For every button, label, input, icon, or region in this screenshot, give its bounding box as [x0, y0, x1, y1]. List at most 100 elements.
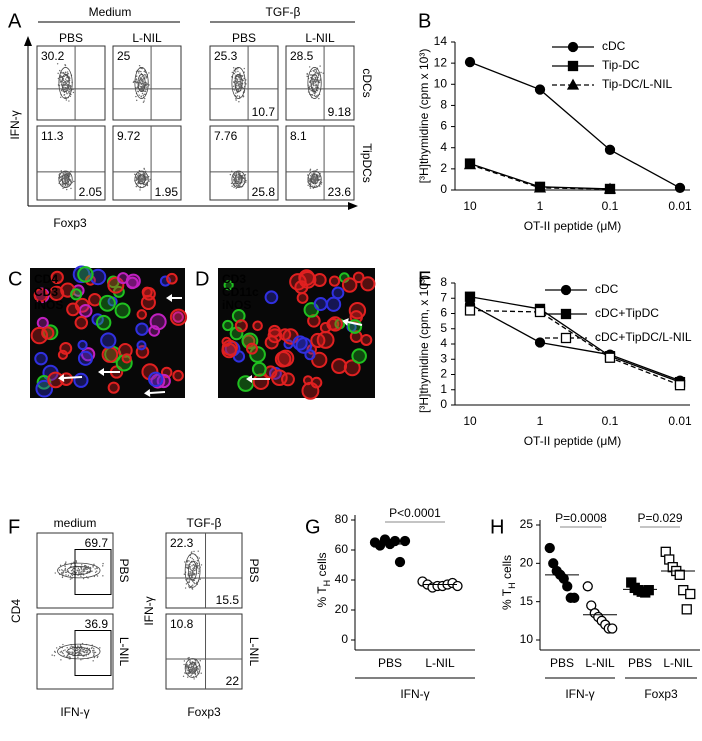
event-dot	[310, 90, 312, 92]
cell	[289, 273, 307, 291]
event-dot	[235, 184, 238, 187]
group-title: Medium	[89, 5, 132, 19]
event-dot	[191, 588, 194, 590]
arrowhead	[246, 375, 252, 383]
y-tick-label: 2	[440, 161, 447, 175]
event-dot	[65, 99, 68, 101]
event-dot	[188, 586, 191, 589]
event-dot	[238, 81, 240, 83]
event-dot	[188, 581, 190, 584]
event-dot	[71, 645, 73, 647]
quadrant-percent: 9.72	[117, 129, 141, 143]
event-dot	[235, 180, 238, 182]
cell	[328, 275, 341, 287]
event-dot	[238, 96, 241, 99]
event-dot	[311, 176, 314, 178]
event-dot	[77, 574, 79, 577]
event-dot	[66, 86, 69, 89]
event-dot	[243, 67, 245, 70]
event-dot	[65, 175, 67, 177]
event-dot	[92, 566, 94, 568]
event-dot	[313, 80, 315, 83]
event-dot	[139, 175, 141, 178]
event-dot	[149, 178, 151, 181]
event-dot	[96, 656, 99, 659]
event-dot	[190, 664, 192, 666]
event-dot	[192, 668, 194, 670]
event-dot	[312, 179, 315, 181]
y-tick-label: 8	[440, 275, 447, 289]
event-dot	[69, 179, 71, 181]
event-dot	[65, 176, 68, 178]
event-dot	[59, 180, 61, 183]
event-dot	[63, 72, 65, 75]
event-dot	[190, 665, 193, 668]
event-dot	[315, 86, 317, 89]
cell	[117, 272, 130, 285]
marker	[534, 306, 546, 318]
event-dot	[142, 84, 144, 86]
event-dot	[233, 186, 235, 189]
event-dot	[92, 649, 94, 652]
label-subscript: H	[507, 582, 517, 589]
cell	[107, 381, 120, 394]
event-dot	[316, 79, 318, 81]
event-dot	[186, 667, 189, 669]
cell	[169, 308, 188, 326]
quadrant-percent: 25.8	[252, 185, 276, 199]
event-dot	[85, 568, 87, 570]
contour	[137, 74, 146, 92]
legend-label: Tip-DC/L-NIL	[602, 77, 673, 91]
event-dot	[310, 93, 312, 96]
event-dot	[71, 577, 73, 580]
event-dot	[67, 179, 69, 181]
event-dot	[61, 569, 63, 571]
group-label: IFN-γ	[565, 687, 594, 701]
event-dot	[190, 674, 192, 677]
event-dot	[64, 176, 66, 178]
event-dot	[313, 84, 315, 87]
event-dot	[63, 91, 66, 94]
event-dot	[313, 82, 315, 85]
y-tick-label: 8	[440, 98, 447, 112]
event-dot	[59, 69, 61, 72]
event-dot	[80, 568, 83, 570]
event-dot	[54, 572, 56, 574]
event-dot	[63, 75, 65, 78]
gate-percent: 69.7	[85, 536, 109, 550]
cell	[136, 309, 148, 320]
event-dot	[77, 648, 79, 651]
event-dot	[237, 81, 239, 83]
event-dot	[61, 182, 64, 184]
cell	[348, 301, 367, 320]
event-dot	[190, 569, 192, 571]
event-dot	[139, 78, 142, 81]
event-dot	[142, 82, 144, 85]
cell	[268, 324, 281, 338]
cell	[311, 351, 328, 369]
contour	[234, 174, 243, 185]
event-dot	[141, 92, 144, 95]
event-dot	[145, 86, 147, 88]
event-dot	[138, 94, 140, 96]
event-dot	[82, 649, 85, 651]
event-dot	[68, 184, 70, 186]
event-dot	[192, 572, 194, 574]
event-dot	[197, 668, 199, 671]
event-dot	[138, 64, 141, 67]
event-dot	[193, 581, 195, 584]
event-dot	[309, 180, 311, 182]
event-dot	[318, 182, 321, 184]
event-dot	[89, 567, 92, 570]
contour	[61, 74, 70, 92]
event-dot	[189, 556, 192, 559]
event-dot	[194, 661, 197, 664]
axis-label: OT-II peptide (μM)	[524, 219, 622, 233]
event-dot	[238, 75, 240, 77]
event-dot	[92, 660, 94, 662]
y-tick-label: 0	[341, 632, 348, 646]
event-dot	[148, 180, 150, 182]
legend-label: cDC+TipDC	[595, 306, 659, 320]
event-dot	[237, 85, 239, 87]
